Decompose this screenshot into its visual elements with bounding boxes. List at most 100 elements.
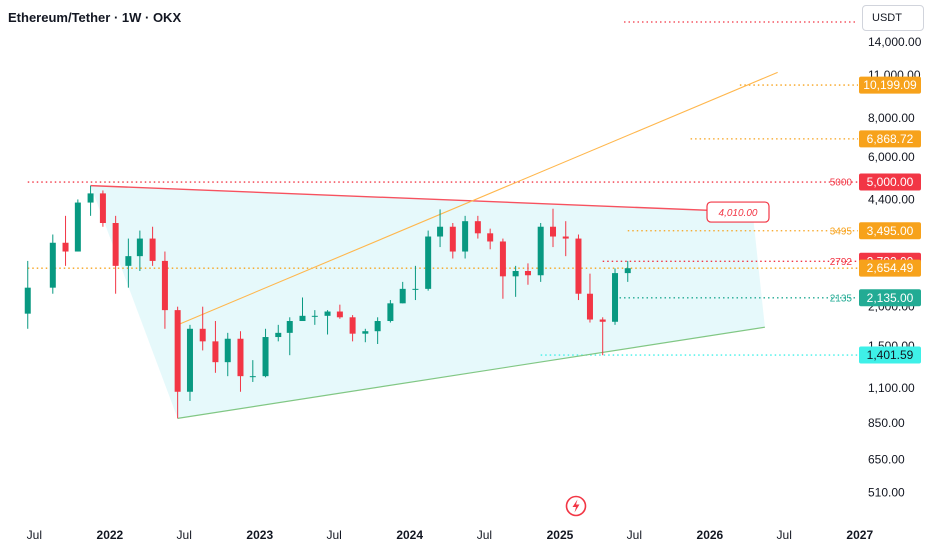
candle-body — [562, 236, 569, 239]
price-tag-label: 2,654.49 — [867, 261, 914, 275]
price-tag — [859, 346, 921, 364]
candle-body — [324, 311, 331, 316]
candle-body — [99, 193, 106, 224]
candle-body — [586, 293, 593, 320]
candle-body — [425, 236, 432, 289]
price-tag-label: 2,135.00 — [867, 291, 914, 305]
candle — [499, 238, 506, 299]
candle-body — [87, 193, 94, 203]
lightning-icon[interactable] — [565, 495, 587, 517]
price-tag-label: 1,401.59 — [867, 348, 914, 362]
price-tag — [859, 289, 921, 307]
candle — [437, 209, 444, 248]
currency-button[interactable]: USDT — [862, 5, 924, 31]
price-tag-label: 10,199.09 — [863, 78, 917, 92]
candle — [161, 251, 168, 329]
candle-body — [537, 226, 544, 276]
level-label: 2135 — [830, 293, 853, 304]
x-tick-label: 2022 — [97, 528, 124, 542]
candle — [586, 273, 593, 323]
y-tick-label: 1,100.00 — [868, 381, 915, 395]
candle-body — [550, 226, 557, 237]
candle-body — [349, 317, 356, 334]
candle — [74, 199, 81, 252]
candle-body — [336, 311, 343, 318]
candle — [136, 230, 143, 271]
candle — [286, 317, 293, 356]
candle — [449, 223, 456, 259]
candle — [575, 234, 582, 301]
y-tick-label: 4,400.00 — [868, 192, 915, 206]
x-tick-label: Jul — [177, 528, 192, 542]
candle-body — [399, 288, 406, 304]
candle — [186, 324, 193, 401]
candle — [562, 221, 569, 257]
candle — [336, 304, 343, 319]
annotation-label: 4,010.00 — [719, 208, 758, 219]
candle — [49, 234, 56, 294]
candle-body — [49, 242, 56, 288]
candle — [299, 297, 306, 322]
candle — [399, 281, 406, 304]
candle-body — [512, 270, 519, 277]
candle — [624, 260, 631, 282]
candle — [612, 268, 619, 325]
candle — [275, 324, 282, 342]
candle-body — [161, 260, 168, 311]
candle-body — [474, 221, 481, 234]
x-tick-label: 2023 — [246, 528, 273, 542]
candle — [550, 208, 557, 248]
candle — [425, 230, 432, 291]
x-tick-label: Jul — [326, 528, 341, 542]
candle-body — [112, 223, 119, 266]
candle-body — [74, 202, 81, 252]
candle-body — [412, 288, 419, 290]
x-tick-label: 2027 — [846, 528, 873, 542]
x-tick-label: 2024 — [396, 528, 423, 542]
candle-body — [186, 328, 193, 392]
y-tick-label: 8,000.00 — [868, 111, 915, 125]
candle — [174, 306, 181, 419]
candle-body — [437, 226, 444, 237]
resistance-trendline — [90, 184, 753, 213]
chart-title: Ethereum/Tether · 1W · OKX — [8, 10, 182, 25]
candle-body — [237, 338, 244, 377]
candle — [237, 331, 244, 392]
candle — [199, 306, 206, 351]
candle — [599, 317, 606, 356]
candle-body — [599, 319, 606, 322]
candle — [487, 228, 494, 250]
x-tick-label: 2025 — [547, 528, 574, 542]
price-tag — [859, 76, 921, 94]
candle-body — [612, 273, 619, 322]
candle — [149, 226, 156, 266]
y-tick-label: 650.00 — [868, 453, 905, 467]
price-tag — [859, 130, 921, 148]
level-label: 5000 — [830, 178, 853, 189]
candle-body — [462, 221, 469, 252]
candle-body — [125, 256, 132, 266]
candle-body — [212, 341, 219, 363]
candle-body — [24, 287, 31, 314]
candle-body — [524, 270, 531, 276]
candle-body — [149, 238, 156, 261]
x-tick-label: Jul — [477, 528, 492, 542]
candle-body — [286, 321, 293, 333]
candle-body — [311, 315, 318, 317]
y-tick-label: 850.00 — [868, 416, 905, 430]
candle — [224, 332, 231, 377]
candle — [87, 185, 94, 216]
price-tag — [859, 222, 921, 240]
price-tag-label: 3,495.00 — [867, 224, 914, 238]
y-tick-label: 6,000.00 — [868, 150, 915, 164]
x-tick-label: 2026 — [697, 528, 724, 542]
candle — [112, 215, 119, 294]
price-tag — [859, 173, 921, 191]
candle — [125, 238, 132, 288]
candle-body — [136, 238, 143, 257]
candle — [387, 300, 394, 323]
price-tag — [859, 259, 921, 277]
candle — [212, 321, 219, 373]
